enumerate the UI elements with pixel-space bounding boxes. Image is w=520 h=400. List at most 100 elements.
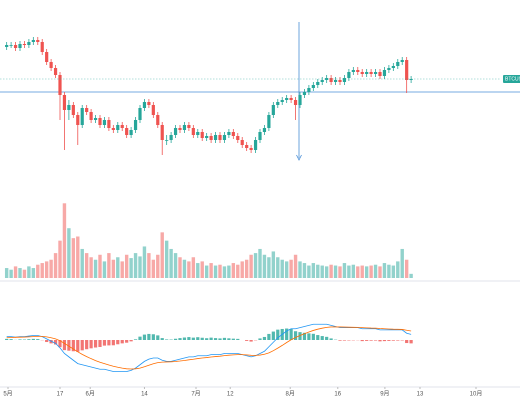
volume-bar	[116, 257, 120, 278]
histogram-bar	[107, 340, 111, 346]
histogram-bar	[151, 334, 155, 340]
candle-body	[280, 100, 284, 102]
volume-bar	[213, 265, 218, 278]
candle-body	[147, 102, 151, 105]
volume-bar	[249, 254, 253, 278]
candle-body	[360, 72, 364, 74]
histogram-bar	[111, 340, 115, 346]
x-tick-label: 13	[417, 392, 424, 398]
volume-bar	[93, 259, 98, 278]
histogram-bar	[125, 340, 129, 343]
candle-body	[89, 112, 93, 120]
histogram-bar	[249, 340, 253, 342]
volume-bar	[258, 248, 262, 278]
volume-bar	[284, 261, 289, 278]
candle-body	[249, 148, 253, 150]
candle-body	[85, 108, 89, 112]
volume-bar	[173, 253, 178, 278]
histogram-bar	[218, 338, 222, 340]
volume-bar	[9, 269, 13, 278]
candle-body	[311, 85, 315, 88]
volume-bar	[151, 259, 156, 278]
volume-bar	[107, 253, 111, 278]
candle-body	[253, 140, 258, 150]
candle-body	[36, 40, 40, 42]
volume-bar	[320, 265, 324, 278]
histogram-bar	[302, 332, 307, 340]
candle-body	[71, 105, 75, 115]
candle-body	[378, 72, 382, 76]
volume-bar	[13, 266, 18, 278]
candle-body	[178, 128, 182, 130]
histogram-bar	[142, 334, 147, 340]
candle-body	[236, 136, 240, 140]
candle-body	[76, 115, 80, 125]
histogram-bar	[365, 340, 369, 341]
volume-bar	[280, 259, 284, 278]
candle-body	[209, 136, 213, 140]
volume-bar	[262, 254, 267, 278]
histogram-bar	[173, 338, 178, 340]
histogram-bar	[62, 340, 67, 351]
volume-bar	[360, 265, 364, 278]
histogram-bar	[85, 340, 89, 350]
candle-body	[13, 45, 18, 48]
histogram-bar	[373, 340, 378, 341]
candle-body	[173, 128, 178, 135]
candle-body	[342, 78, 347, 82]
volume-bar	[31, 268, 36, 278]
candle-body	[9, 45, 13, 46]
histogram-bar	[89, 340, 93, 349]
histogram-bar	[9, 339, 13, 340]
volume-bar	[222, 266, 227, 278]
candle-body	[227, 132, 231, 135]
volume-bar	[204, 265, 209, 278]
x-tick-label: 7月	[191, 391, 200, 398]
histogram-bar	[338, 340, 342, 341]
candle-body	[307, 88, 311, 92]
histogram-bar	[76, 340, 80, 352]
candle-body	[53, 68, 58, 75]
histogram-bar	[165, 339, 169, 340]
candle-body	[151, 105, 155, 115]
volume-bar	[142, 246, 147, 278]
volume-bar	[169, 248, 173, 278]
volume-bar	[22, 269, 27, 278]
histogram-bar	[307, 333, 311, 340]
volume-bar	[298, 261, 302, 278]
candle-body	[276, 102, 280, 105]
histogram-bar	[409, 340, 413, 344]
candle-body	[116, 125, 120, 130]
candle-body	[325, 78, 329, 80]
volume-bar	[71, 238, 76, 278]
candle-body	[200, 132, 204, 138]
histogram-bar	[258, 338, 262, 340]
volume-bar	[253, 253, 258, 278]
histogram-bar	[205, 338, 209, 340]
x-tick-label: 8月	[286, 391, 295, 398]
volume-bar	[364, 266, 369, 278]
volume-bar	[369, 265, 373, 278]
volume-bar	[342, 263, 347, 278]
candle-body	[133, 120, 138, 130]
volume-bar	[400, 248, 404, 278]
histogram-bar	[213, 338, 218, 340]
histogram-bar	[316, 335, 320, 340]
candle-body	[396, 62, 400, 66]
crosshair-arrow	[296, 154, 302, 161]
candle-body	[218, 135, 222, 140]
x-tick-label: 17	[57, 392, 64, 398]
volume-bar	[387, 264, 391, 278]
candle-body	[18, 44, 22, 48]
volume-bar	[244, 259, 249, 278]
histogram-bar	[320, 336, 324, 340]
candle-body	[409, 79, 413, 80]
volume-bar	[231, 263, 236, 278]
volume-bar	[293, 254, 298, 278]
candle-body	[22, 44, 27, 45]
candle-body	[365, 72, 369, 74]
volume-bar	[36, 264, 40, 278]
histogram-bar	[271, 331, 275, 340]
candle-body	[49, 62, 53, 68]
candle-body	[98, 118, 102, 125]
